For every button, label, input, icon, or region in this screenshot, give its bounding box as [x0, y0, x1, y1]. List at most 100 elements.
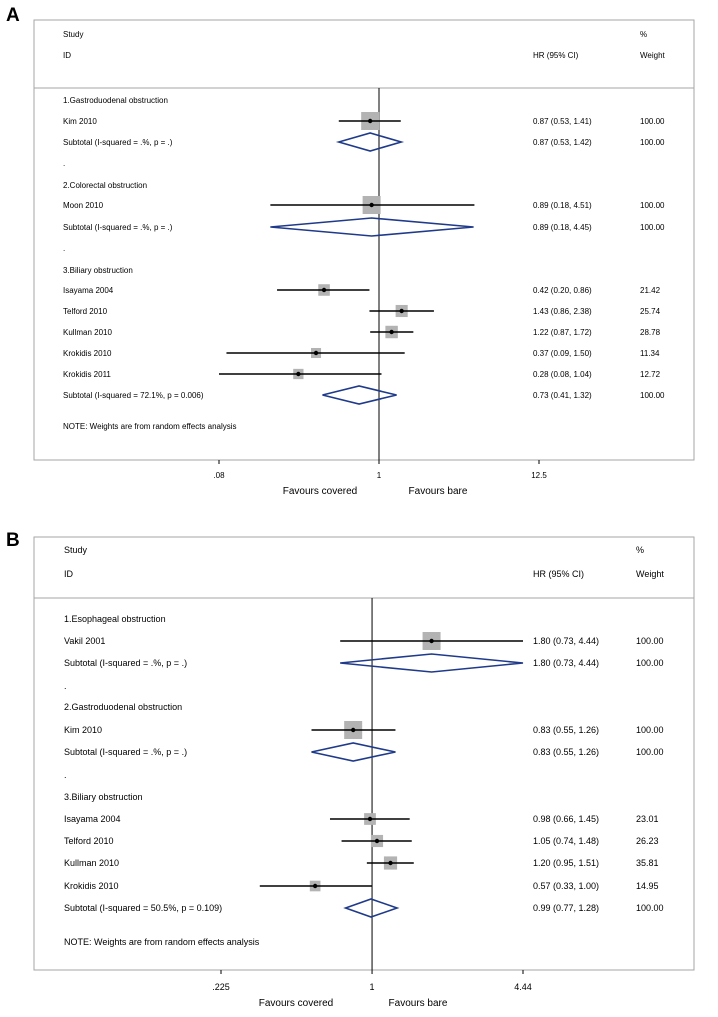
subtotal-diamond — [311, 742, 396, 762]
study-weight: 25.74 — [640, 307, 661, 316]
header-percent: % — [636, 545, 644, 555]
subtotal-hr-ci: 0.99 (0.77, 1.28) — [533, 903, 599, 913]
subtotal-weight: 100.00 — [636, 747, 664, 757]
study-name: Kim 2010 — [63, 117, 97, 126]
study-hr-ci: 1.43 (0.86, 2.38) — [533, 307, 592, 316]
study-name: Krokidis 2010 — [64, 881, 119, 891]
study-point-estimate — [296, 371, 301, 377]
favours-bare-label: Favours bare — [409, 486, 468, 497]
panel-label-b: B — [6, 530, 20, 551]
group-title: 3.Biliary obstruction — [63, 266, 133, 275]
study-name: Moon 2010 — [63, 201, 104, 210]
header-hr-ci: HR (95% CI) — [533, 51, 579, 60]
study-hr-ci: 0.89 (0.18, 4.51) — [533, 201, 592, 210]
study-point-estimate — [374, 838, 380, 844]
study-weight: 35.81 — [636, 858, 659, 868]
subtotal-weight: 100.00 — [640, 138, 665, 147]
favours-covered-label: Favours covered — [283, 486, 357, 497]
study-weight: 100.00 — [636, 725, 664, 735]
x-tick-label: 12.5 — [531, 471, 547, 480]
study-hr-ci: 1.80 (0.73, 4.44) — [533, 636, 599, 646]
study-point-estimate — [399, 308, 404, 314]
subtotal-weight: 100.00 — [636, 903, 664, 913]
group-spacer-dot: . — [63, 244, 65, 253]
study-name: Krokidis 2010 — [63, 349, 112, 358]
group-title: 1.Esophageal obstruction — [64, 614, 166, 624]
study-name: Vakil 2001 — [64, 636, 105, 646]
study-name: Krokidis 2011 — [63, 370, 111, 379]
study-point-estimate — [321, 287, 327, 293]
header-id: ID — [63, 51, 71, 60]
study-point-estimate — [313, 350, 319, 356]
subtotal-label: Subtotal (I-squared = .%, p = .) — [63, 223, 173, 232]
study-point-estimate — [367, 118, 373, 124]
x-tick-label: 4.44 — [514, 982, 532, 992]
study-hr-ci: 0.98 (0.66, 1.45) — [533, 814, 599, 824]
subtotal-hr-ci: 1.80 (0.73, 4.44) — [533, 658, 599, 668]
study-hr-ci: 0.83 (0.55, 1.26) — [533, 725, 599, 735]
study-name: Isayama 2004 — [64, 814, 121, 824]
study-point-estimate — [369, 202, 374, 208]
subtotal-label: Subtotal (I-squared = 50.5%, p = 0.109) — [64, 903, 222, 913]
header-percent: % — [640, 30, 647, 39]
study-weight: 14.95 — [636, 881, 659, 891]
plot-frame — [33, 19, 695, 461]
group-spacer-dot: . — [64, 681, 67, 691]
subtotal-label: Subtotal (I-squared = .%, p = .) — [64, 747, 187, 757]
subtotal-hr-ci: 0.87 (0.53, 1.42) — [533, 138, 592, 147]
study-name: Isayama 2004 — [63, 286, 114, 295]
study-hr-ci: 1.05 (0.74, 1.48) — [533, 836, 599, 846]
x-tick-label: 1 — [370, 982, 375, 992]
subtotal-diamond — [340, 653, 524, 673]
group-spacer-dot: . — [64, 770, 67, 780]
subtotal-weight: 100.00 — [640, 391, 665, 400]
study-name: Kullman 2010 — [63, 328, 112, 337]
study-point-estimate — [388, 860, 393, 866]
study-point-estimate — [429, 638, 434, 644]
subtotal-diamond — [335, 132, 405, 152]
subtotal-diamond — [343, 898, 400, 918]
weights-note: NOTE: Weights are from random effects an… — [63, 422, 237, 431]
study-hr-ci: 0.57 (0.33, 1.00) — [533, 881, 599, 891]
subtotal-label: Subtotal (I-squared = .%, p = .) — [63, 138, 173, 147]
panel-label-a: A — [6, 5, 20, 26]
x-tick-label: 1 — [377, 471, 382, 480]
subtotal-hr-ci: 0.73 (0.41, 1.32) — [533, 391, 592, 400]
plot-frame — [33, 536, 695, 971]
header-study: Study — [63, 30, 83, 39]
group-title: 2.Colorectal obstruction — [63, 181, 147, 190]
subtotal-diamond — [270, 217, 474, 237]
study-weight: 26.23 — [636, 836, 659, 846]
study-point-estimate — [312, 883, 318, 889]
study-weight: 28.78 — [640, 328, 661, 337]
study-point-estimate — [389, 329, 394, 335]
study-weight: 21.42 — [640, 286, 661, 295]
weights-note: NOTE: Weights are from random effects an… — [64, 937, 260, 947]
study-name: Kim 2010 — [64, 725, 102, 735]
subtotal-hr-ci: 0.89 (0.18, 4.45) — [533, 223, 592, 232]
x-tick-label: .225 — [212, 982, 230, 992]
group-title: 1.Gastroduodenal obstruction — [63, 96, 168, 105]
subtotal-hr-ci: 0.83 (0.55, 1.26) — [533, 747, 599, 757]
study-name: Telford 2010 — [63, 307, 108, 316]
study-hr-ci: 0.28 (0.08, 1.04) — [533, 370, 592, 379]
study-name: Telford 2010 — [64, 836, 114, 846]
favours-covered-label: Favours covered — [259, 998, 333, 1009]
study-point-estimate — [367, 816, 373, 822]
header-study: Study — [64, 545, 88, 555]
study-name: Kullman 2010 — [64, 858, 119, 868]
study-weight: 11.34 — [640, 349, 660, 358]
study-weight: 23.01 — [636, 814, 659, 824]
study-hr-ci: 0.37 (0.09, 1.50) — [533, 349, 592, 358]
header-weight: Weight — [636, 569, 664, 579]
subtotal-label: Subtotal (I-squared = 72.1%, p = 0.006) — [63, 391, 204, 400]
group-spacer-dot: . — [63, 159, 65, 168]
x-tick-label: .08 — [213, 471, 225, 480]
study-hr-ci: 1.20 (0.95, 1.51) — [533, 858, 599, 868]
subtotal-label: Subtotal (I-squared = .%, p = .) — [64, 658, 187, 668]
study-point-estimate — [350, 727, 356, 733]
study-hr-ci: 0.87 (0.53, 1.41) — [533, 117, 592, 126]
header-weight: Weight — [640, 51, 666, 60]
favours-bare-label: Favours bare — [389, 998, 448, 1009]
